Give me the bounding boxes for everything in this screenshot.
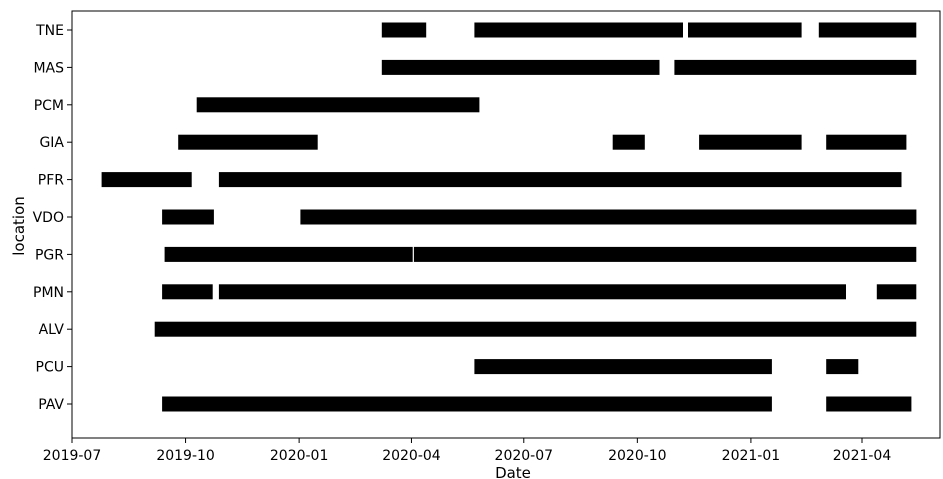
bar-mas-1 — [381, 59, 660, 75]
x-tick-label: 2019-07 — [43, 448, 102, 464]
bar-tne-4 — [818, 22, 917, 38]
bar-pfr-1 — [101, 172, 192, 188]
bar-pmn-3 — [876, 284, 917, 300]
y-tick-label: PMN — [33, 285, 64, 301]
y-tick-label: ALV — [39, 322, 65, 338]
bar-tne-3 — [688, 22, 802, 38]
y-tick-label: VDO — [33, 210, 64, 226]
bar-alv-1 — [154, 321, 917, 337]
bar-pgr-2 — [413, 246, 917, 262]
x-axis: 2019-07 2019-10 2020-01 2020-04 2020-07 2020-… — [43, 438, 892, 464]
plot-frame — [71, 10, 941, 439]
x-tick-label: 2021-01 — [722, 448, 781, 464]
y-axis: TNE MAS PCM GIA PFR VDO PGR PMN ALV PCU PAV — [33, 23, 72, 413]
bar-vdo-1 — [162, 209, 214, 225]
x-tick-label: 2021-04 — [833, 448, 892, 464]
bar-pfr-2 — [218, 172, 902, 188]
bar-pav-2 — [826, 396, 912, 412]
x-tick-label: 2020-04 — [382, 448, 441, 464]
bar-pcu-2 — [826, 359, 859, 375]
bar-vdo-2 — [300, 209, 917, 225]
y-tick-label: MAS — [33, 60, 64, 76]
bar-pmn-1 — [162, 284, 213, 300]
bar-gia-2 — [612, 134, 645, 150]
x-tick-label: 2019-10 — [156, 448, 215, 464]
y-tick-label: PGR — [35, 247, 64, 263]
y-tick-label: PCM — [34, 98, 64, 114]
bar-gia-3 — [699, 134, 802, 150]
bar-mas-2 — [674, 59, 917, 75]
bar-tne-2 — [474, 22, 683, 38]
bar-layer — [101, 22, 917, 412]
x-tick-label: 2020-10 — [608, 448, 667, 464]
bar-pgr-1 — [164, 246, 413, 262]
bar-pcu-1 — [474, 359, 772, 375]
y-tick-label: PAV — [38, 397, 64, 413]
bar-pmn-2 — [218, 284, 846, 300]
bar-pcm-1 — [196, 97, 480, 113]
bar-tne-1 — [381, 22, 427, 38]
y-tick-label: PFR — [38, 173, 64, 189]
x-axis-label: Date — [495, 464, 531, 479]
bar-pav-1 — [162, 396, 772, 412]
y-tick-label: TNE — [35, 23, 64, 39]
bar-gia-1 — [178, 134, 318, 150]
y-tick-label: PCU — [36, 360, 64, 376]
bar-gia-4 — [826, 134, 907, 150]
y-tick-label: GIA — [39, 135, 64, 151]
x-tick-label: 2020-01 — [270, 448, 329, 464]
x-tick-label: 2020-07 — [495, 448, 554, 464]
y-axis-label: location — [10, 196, 28, 256]
